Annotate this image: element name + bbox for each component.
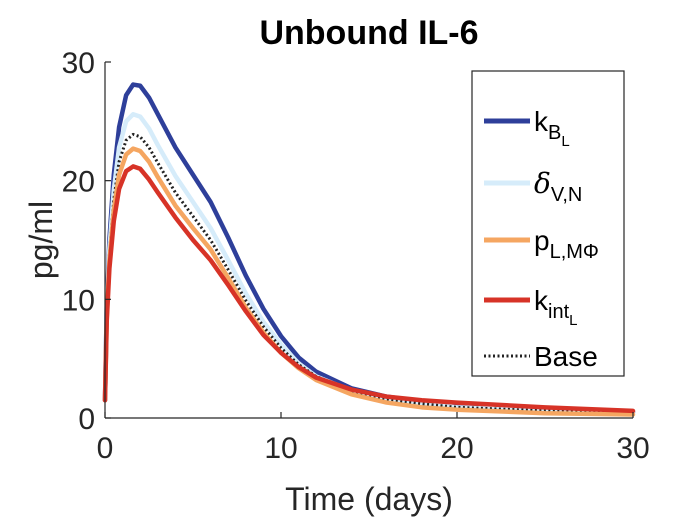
y-tick-label: 20 [62,166,95,199]
x-tick-label: 10 [264,432,297,465]
series-line-2 [102,111,636,416]
x-tick-label: 0 [97,432,114,465]
plot-area [102,82,636,417]
series-line-3 [103,132,634,415]
series-line-4 [102,146,636,417]
y-tick-label: 30 [62,47,95,80]
x-tick-label: 30 [616,432,649,465]
chart-title: Unbound IL-6 [259,14,478,52]
legend: kBL δV,N pL,MΦ kintL Base [471,70,625,377]
legend-entry-2: δV,N [534,167,582,206]
series-line-5 [102,164,636,414]
y-tick-label: 10 [62,284,95,317]
legend-entry-4: kintL [534,285,577,329]
legend-entry-3: pL,MΦ [534,225,599,263]
x-tick-label: 20 [440,432,473,465]
legend-entry-1: kBL [534,106,570,150]
y-tick-label: 0 [78,403,95,436]
legend-entry-5: Base [534,341,598,372]
x-axis-label: Time (days) [285,481,453,517]
y-axis-label: pg/ml [23,201,59,279]
axes: 0 10 20 30 0 10 20 30 [62,47,650,465]
legend-box [471,70,625,377]
